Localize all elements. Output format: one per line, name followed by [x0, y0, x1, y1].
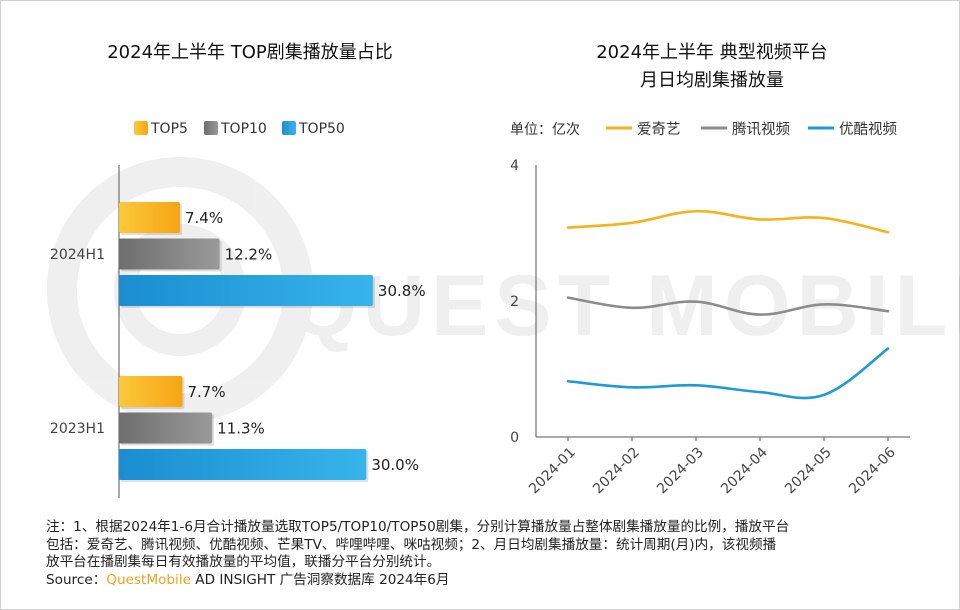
line-x-tick-label: 2024-02 — [590, 445, 643, 498]
line-x-tick-label: 2024-05 — [782, 445, 835, 498]
bar-legend-swatch-top5 — [134, 121, 148, 135]
bar-legend-swatch-top10 — [204, 121, 218, 135]
line-x-tick-label: 2024-04 — [718, 444, 771, 497]
line-y-tick-label: 4 — [510, 158, 519, 174]
bar-legend-swatch-top50 — [282, 121, 296, 135]
footnotes: 注：1、根据2024年1-6月合计播放量选取TOP5/TOP10/TOP50剧集… — [46, 519, 916, 589]
bar-value-label: 12.2% — [225, 246, 273, 264]
bar-2023h1-top10 — [119, 412, 213, 444]
bar-value-label: 7.7% — [187, 383, 225, 401]
line-legend-label-1: 爱奇艺 — [637, 121, 681, 138]
bar-chart-title: 2024年上半年 TOP剧集播放量占比 — [107, 42, 393, 63]
bar-2024h1-top50 — [119, 275, 373, 306]
bar-category-label-2023h1: 2023H1 — [50, 421, 105, 437]
line-chart-title-line2: 月日均剧集播放量 — [640, 70, 784, 91]
source-brand: QuestMobile — [106, 571, 191, 588]
bar-2023h1-top50 — [119, 449, 367, 480]
bar-2023h1-top5 — [119, 376, 183, 407]
line-legend-label-2: 腾讯视频 — [732, 121, 790, 138]
source-prefix: Source： — [46, 571, 107, 588]
line-x-tick-label: 2024-03 — [654, 445, 707, 498]
line-chart-title-line1: 2024年上半年 典型视频平台 — [596, 42, 828, 63]
line-x-tick-label: 2024-01 — [526, 445, 579, 498]
bar-value-label: 30.8% — [378, 282, 426, 300]
bar-value-label: 11.3% — [217, 420, 265, 438]
line-chart-unit-label: 单位：亿次 — [510, 122, 580, 138]
bar-legend-label-top50: TOP50 — [298, 121, 345, 137]
line-series-3 — [566, 347, 890, 400]
line-series-1 — [566, 209, 890, 234]
line-y-tick-label: 0 — [510, 430, 519, 446]
line-legend-label-3: 优酷视频 — [839, 121, 897, 138]
bar-2024h1-top5 — [119, 202, 181, 233]
footnote-line-3: 放平台在播剧集每日有效播放量的平均值，联播分平台分别统计。 — [46, 554, 441, 570]
footnote-line-1: 注：1、根据2024年1-6月合计播放量选取TOP5/TOP10/TOP50剧集… — [46, 519, 790, 535]
bar-value-label: 30.0% — [371, 456, 419, 474]
line-x-tick-label: 2024-06 — [846, 444, 899, 497]
bar-legend-label-top10: TOP10 — [220, 121, 267, 137]
bar-value-label: 7.4% — [185, 209, 223, 227]
bar-2024h1-top10 — [119, 238, 220, 270]
line-series-2 — [566, 296, 890, 316]
bar-chart-legend: TOP5 TOP10 TOP50 — [134, 121, 345, 137]
footnote-line-2: 包括：爱奇艺、腾讯视频、优酷视频、芒果TV、哔哩哔哩、咪咕视频；2、月日均剧集播… — [46, 536, 777, 553]
bar-category-label-2024h1: 2024H1 — [50, 247, 105, 263]
line-y-tick-label: 2 — [510, 294, 519, 310]
bar-chart-plot: 2024H1 7.4% 12.2% 30.8% 2023H1 7.7% 11.3% 30.0% — [50, 165, 426, 498]
source-rest: AD INSIGHT 广告洞察数据库 2024年6月 — [190, 571, 450, 588]
line-chart-legend: 爱奇艺 腾讯视频 优酷视频 — [606, 121, 897, 138]
source-line: Source：QuestMobile AD INSIGHT 广告洞察数据库 20… — [46, 572, 916, 590]
bar-legend-label-top5: TOP5 — [150, 121, 188, 137]
